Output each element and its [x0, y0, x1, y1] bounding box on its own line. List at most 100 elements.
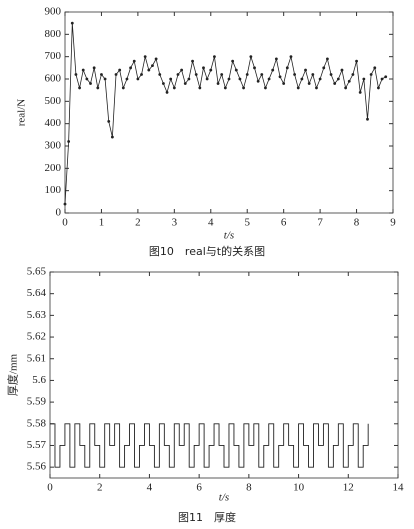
y-tick-label: 0 [56, 207, 62, 219]
data-point [118, 68, 122, 72]
x-tick-label: 0 [62, 217, 68, 229]
x-tick-label: 14 [393, 482, 405, 494]
data-point [264, 86, 267, 90]
data-point [125, 77, 129, 81]
data-point [231, 59, 235, 63]
data-point [223, 86, 227, 90]
data-point [260, 73, 264, 76]
data-point [107, 120, 111, 123]
data-point [285, 66, 289, 70]
x-tick-label: 7 [317, 217, 323, 229]
x-tick-label: 12 [343, 482, 354, 494]
data-point [213, 55, 216, 59]
data-point [89, 82, 92, 85]
data-point [347, 79, 351, 83]
data-point [333, 82, 337, 85]
data-point [289, 55, 293, 59]
data-point [202, 66, 205, 70]
data-point [311, 73, 315, 76]
data-point [180, 68, 184, 72]
data-point [110, 135, 114, 139]
data-line [64, 23, 386, 205]
data-point [362, 77, 366, 81]
data-point [336, 77, 340, 81]
y-tick-label: 5.62 [27, 331, 46, 343]
x-axis-label: t/s [219, 492, 229, 504]
figure-caption: 图10 real与t的关系图 [149, 244, 265, 258]
y-tick-label: 800 [45, 28, 62, 40]
data-point [358, 91, 362, 94]
data-point [67, 140, 71, 143]
y-tick-label: 5.61 [27, 352, 46, 364]
data-point [136, 77, 140, 81]
x-tick-label: 2 [97, 482, 103, 494]
y-tick-label: 200 [45, 162, 62, 174]
data-point [92, 66, 96, 70]
data-point [151, 64, 154, 67]
data-point [234, 68, 238, 72]
x-tick-label: 6 [196, 482, 202, 494]
data-point [300, 77, 304, 81]
data-point [165, 91, 169, 94]
data-point [129, 66, 133, 70]
x-tick-label: 5 [244, 217, 250, 229]
data-point [81, 68, 85, 72]
x-tick-label: 10 [293, 482, 305, 494]
data-point [256, 79, 260, 83]
data-point [355, 59, 358, 63]
data-point [205, 77, 209, 81]
data-point [366, 117, 369, 121]
data-point [322, 66, 326, 70]
y-tick-label: 5.57 [27, 439, 47, 451]
data-point [369, 73, 373, 76]
data-point [216, 82, 220, 85]
data-point [304, 68, 307, 72]
data-point [293, 73, 296, 76]
data-point [158, 73, 162, 76]
data-point [220, 73, 224, 76]
x-tick-label: 8 [246, 482, 252, 494]
x-tick-label: 4 [208, 217, 214, 229]
data-point [326, 57, 329, 61]
x-tick-label: 8 [354, 217, 360, 229]
data-point [377, 86, 380, 90]
data-point [253, 66, 256, 70]
x-tick-label: 4 [147, 482, 153, 494]
data-point [140, 73, 143, 76]
data-point [380, 77, 384, 81]
y-tick-label: 900 [45, 6, 62, 18]
data-point [245, 73, 249, 76]
data-point [191, 59, 194, 63]
x-tick-label: 2 [135, 217, 141, 229]
y-tick-label: 5.63 [27, 309, 47, 321]
data-point [132, 59, 136, 63]
data-point [198, 86, 202, 90]
data-point [384, 75, 388, 79]
y-tick-label: 600 [45, 73, 62, 85]
data-point [267, 77, 271, 81]
data-point [227, 77, 231, 81]
y-tick-label: 500 [45, 95, 62, 107]
y-tick-label: 300 [45, 140, 62, 152]
data-point [238, 77, 242, 81]
plot-frame [49, 271, 399, 479]
data-point [278, 75, 282, 79]
data-point [344, 86, 348, 90]
figure-caption: 图11 厚度 [178, 510, 236, 524]
data-point [194, 73, 198, 76]
data-point [315, 86, 318, 90]
data-point [114, 73, 118, 76]
data-point [271, 68, 275, 72]
y-tick-label: 5.65 [27, 266, 47, 278]
data-point [78, 86, 81, 90]
data-point [242, 86, 245, 90]
data-point [63, 202, 67, 206]
plot-frame [64, 11, 394, 214]
data-point [103, 77, 107, 81]
x-tick-label: 1 [99, 217, 105, 229]
data-point [329, 73, 333, 76]
data-point [162, 82, 165, 85]
y-tick-label: 100 [45, 184, 62, 196]
y-axis-label: 厚度/mm [6, 353, 20, 396]
